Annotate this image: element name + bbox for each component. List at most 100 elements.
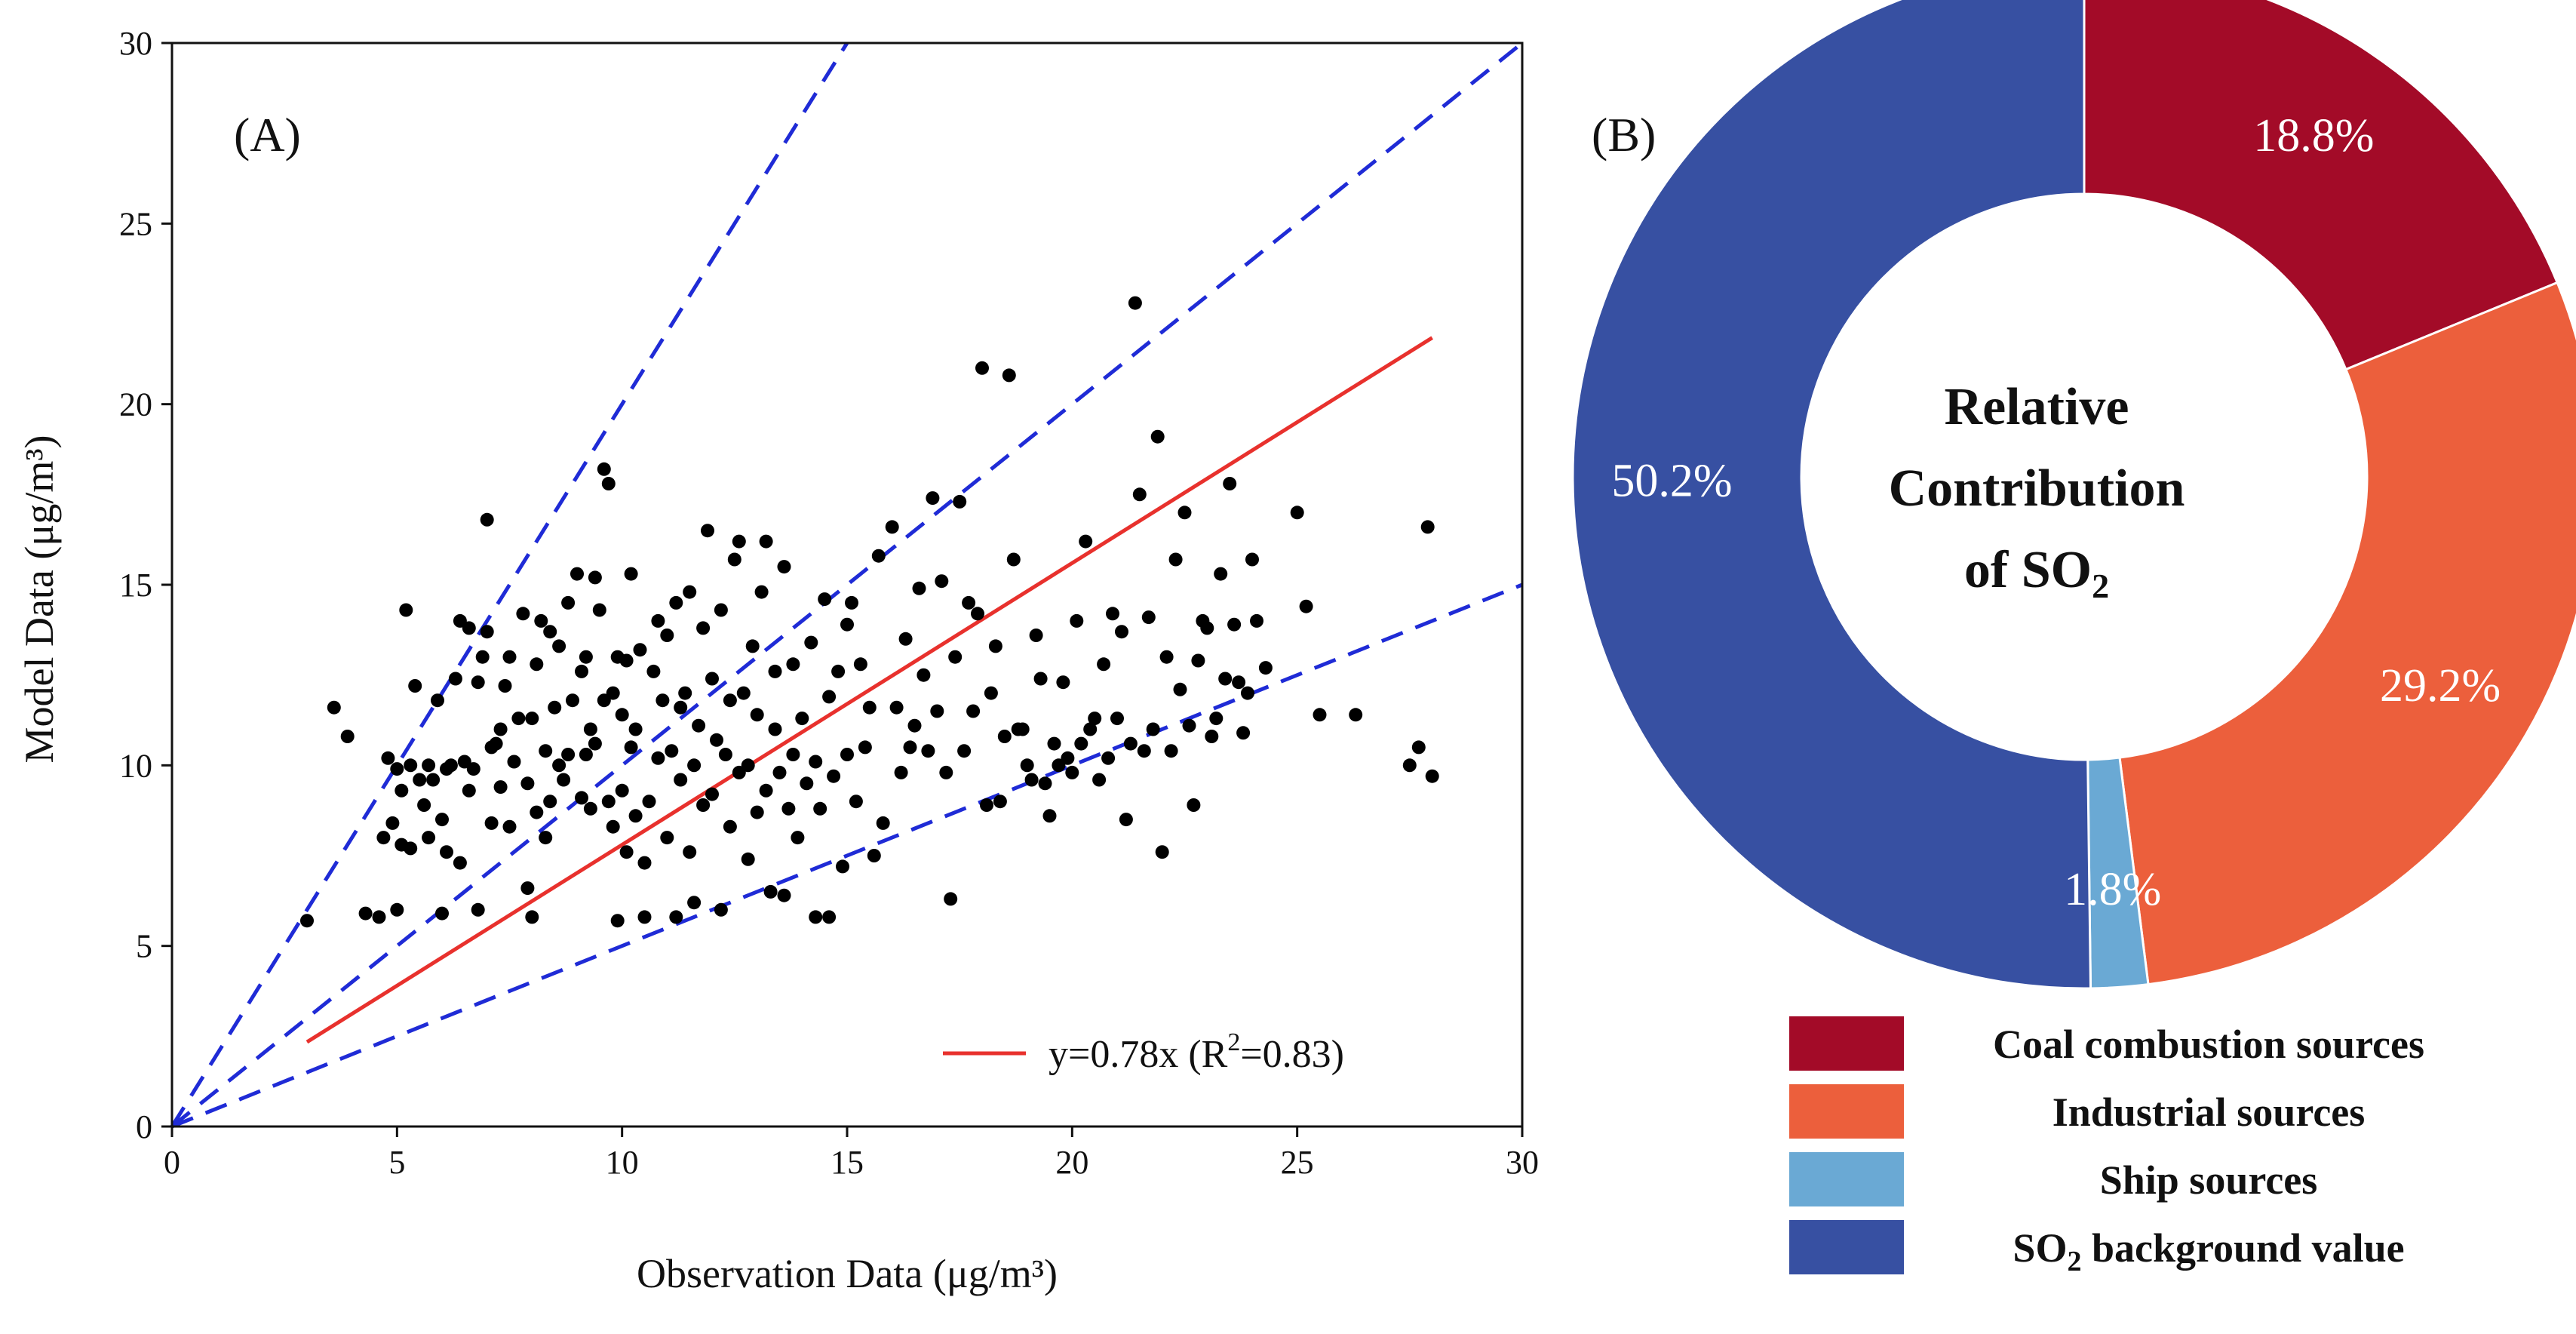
- scatter-point: [723, 819, 737, 834]
- x-tick-label: 15: [831, 1144, 864, 1181]
- scatter-point: [548, 700, 562, 715]
- scatter-point: [745, 639, 760, 653]
- scatter-point: [836, 859, 849, 874]
- scatter-point: [1052, 758, 1066, 773]
- scatter-point: [1128, 296, 1142, 310]
- donut-slice-labels: 18.8% 29.2% 1.8% 50.2%: [1611, 110, 2501, 915]
- scatter-point: [543, 625, 557, 639]
- scatter-point: [930, 704, 944, 718]
- scatter-point: [1159, 650, 1174, 664]
- scatter-point: [507, 755, 521, 769]
- scatter-point: [1313, 708, 1327, 722]
- scatter-point: [484, 816, 499, 830]
- scatter-point: [561, 595, 576, 610]
- scatter-point: [592, 603, 606, 617]
- panel-label-b: (B): [1592, 108, 1656, 161]
- legend-label-industrial: Industrial sources: [2053, 1090, 2366, 1135]
- scatter-point: [462, 783, 476, 798]
- scatter-point: [804, 635, 818, 650]
- scatter-point: [763, 884, 778, 899]
- scatter-point: [736, 686, 751, 700]
- scatter-point: [674, 700, 688, 715]
- scatter-point: [579, 650, 593, 664]
- legend-swatch-industrial: [1789, 1084, 1904, 1139]
- scatter-point: [696, 798, 711, 812]
- x-axis-title: Observation Data (μg/m³): [637, 1251, 1058, 1296]
- scatter-point: [525, 712, 539, 726]
- scatter-point: [962, 595, 976, 610]
- scatter-point: [1209, 712, 1224, 726]
- scatter-point: [624, 740, 638, 755]
- legend-label-coal: Coal combustion sources: [1993, 1022, 2424, 1067]
- donut-slice-industrial: [2118, 281, 2576, 986]
- scatter-point: [417, 798, 431, 812]
- scatter-point: [624, 567, 638, 581]
- scatter-point: [809, 910, 823, 924]
- scatter-point: [1411, 740, 1426, 755]
- donut-panel: 18.8% 29.2% 1.8% 50.2% (B) Relative Contrib…: [1571, 0, 2576, 1277]
- scatter-point: [1106, 607, 1119, 621]
- scatter-point: [768, 664, 782, 678]
- scatter-point: [651, 613, 665, 628]
- scatter-point: [809, 755, 823, 769]
- scatter-point: [678, 686, 692, 700]
- scatter-point: [714, 902, 728, 917]
- y-axis-title: Model Data (μg/m³): [17, 435, 62, 763]
- x-tick-label: 10: [606, 1144, 639, 1181]
- scatter-point: [1115, 625, 1128, 639]
- scatter-point: [786, 748, 800, 761]
- scatter-point: [781, 801, 796, 816]
- scatter-point: [718, 748, 732, 761]
- scatter-point: [422, 758, 436, 773]
- scatter-point: [723, 693, 737, 708]
- scatter-point: [1236, 726, 1251, 740]
- scatter-point: [1056, 675, 1070, 690]
- scatter-point: [615, 708, 629, 722]
- scatter-point: [453, 856, 467, 870]
- scatter-point: [502, 819, 517, 834]
- scatter-point: [520, 776, 535, 791]
- scatter-point: [705, 787, 719, 801]
- scatter-point: [660, 831, 674, 845]
- scatter-point: [813, 801, 827, 816]
- scatter-point: [561, 748, 576, 761]
- scatter-point: [480, 512, 494, 527]
- scatter-point: [606, 819, 620, 834]
- scatter-point: [606, 686, 620, 700]
- scatter-point: [426, 773, 441, 787]
- scatter-point: [1119, 813, 1133, 827]
- scatter-point: [637, 856, 652, 870]
- scatter-point: [1083, 722, 1098, 736]
- slice-label-ship: 1.8%: [2064, 864, 2161, 915]
- scatter-point: [1029, 629, 1043, 642]
- scatter-point: [390, 902, 404, 917]
- scatter-point: [692, 718, 706, 733]
- scatter-point: [1223, 477, 1237, 490]
- scatter-point: [1006, 552, 1021, 567]
- scatter-point: [1214, 567, 1228, 581]
- scatter-panel: 0 5 10 15 20 25 30 0 5 10 15 20 25 30 Observation Da…: [17, 25, 1539, 1296]
- scatter-point: [818, 592, 832, 607]
- scatter-point: [552, 639, 566, 653]
- scatter-point: [948, 650, 963, 664]
- y-tick-label: 15: [119, 567, 152, 604]
- scatter-point: [376, 831, 391, 845]
- scatter-point: [570, 567, 584, 581]
- scatter-point: [575, 664, 588, 678]
- scatter-point: [831, 664, 846, 678]
- scatter-point: [759, 534, 773, 549]
- scatter-point: [862, 700, 877, 715]
- scatter-point: [889, 700, 904, 715]
- scatter-point: [340, 730, 355, 743]
- donut-slice-coal: [2083, 0, 2559, 371]
- scatter-point: [530, 657, 544, 672]
- donut-legend: Coal combustion sources Industrial sourc…: [1789, 1016, 2424, 1277]
- x-tick-label: 5: [388, 1144, 405, 1181]
- scatter-point: [440, 845, 453, 859]
- scatter-point: [791, 831, 805, 845]
- reference-line-2: [171, 582, 1523, 1129]
- scatter-point: [646, 664, 661, 678]
- scatter-point: [642, 795, 656, 809]
- scatter-point: [327, 700, 341, 715]
